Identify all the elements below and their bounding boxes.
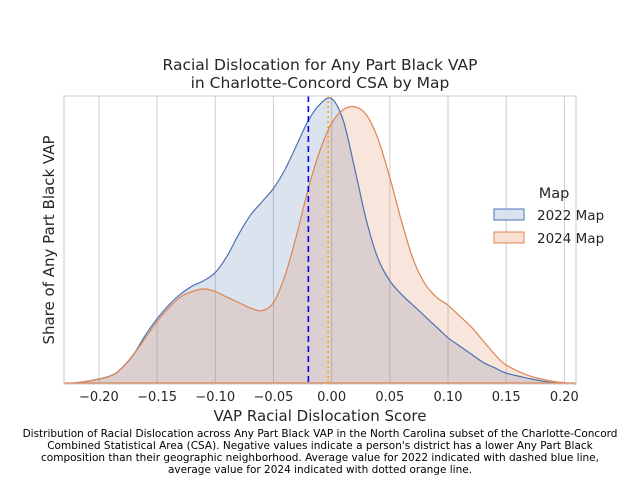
chart-title-line-2: in Charlotte-Concord CSA by Map <box>191 74 450 92</box>
y-axis-label: Share of Any Part Black VAP <box>40 135 58 344</box>
x-tick-label: −0.20 <box>79 390 119 405</box>
x-tick-label: −0.05 <box>254 390 294 405</box>
grid-lines <box>98 96 565 384</box>
legend-label-2024: 2024 Map <box>537 231 604 247</box>
density-line-2024-map <box>63 105 577 385</box>
legend-swatch-2024 <box>493 231 525 244</box>
density-line-2022-map <box>63 97 577 385</box>
x-tick-label: 0.20 <box>550 390 579 405</box>
density-fill-2022-map <box>64 97 576 385</box>
density-areas <box>63 97 577 385</box>
x-tick-label: −0.10 <box>195 390 235 405</box>
x-tick-label: 0.05 <box>375 390 404 405</box>
figure-caption: Distribution of Racial Dislocation acros… <box>0 428 640 476</box>
x-tick-label: 0.00 <box>317 390 346 405</box>
x-tick-labels: −0.20 −0.15 −0.10 −0.05 0.00 0.05 0.10 0.15 0.20 <box>79 390 579 405</box>
legend-title: Map <box>539 186 570 202</box>
legend: Map 2022 Map 2024 Map <box>493 186 604 247</box>
legend-swatch-2022 <box>493 208 525 221</box>
density-chart: −0.20 −0.15 −0.10 −0.05 0.00 0.05 0.10 0.15 0.20… <box>40 56 604 425</box>
x-tick-label: 0.15 <box>492 390 521 405</box>
chart-title-line-1: Racial Dislocation for Any Part Black VA… <box>163 56 478 74</box>
caption-line-2: Combined Statistical Area (CSA). Negativ… <box>47 440 593 452</box>
x-tick-label: 0.10 <box>434 390 463 405</box>
caption-line-3: composition than their geographic neighb… <box>41 452 599 464</box>
x-axis-label: VAP Racial Dislocation Score <box>213 407 426 425</box>
legend-label-2022: 2022 Map <box>537 208 604 224</box>
reference-lines <box>307 96 329 384</box>
x-tick-label: −0.15 <box>137 390 177 405</box>
density-fill-2024-map <box>64 106 576 384</box>
caption-line-4: average value for 2024 indicated with do… <box>167 464 473 476</box>
plot-frame <box>63 95 577 385</box>
caption-line-1: Distribution of Racial Dislocation acros… <box>22 428 618 440</box>
